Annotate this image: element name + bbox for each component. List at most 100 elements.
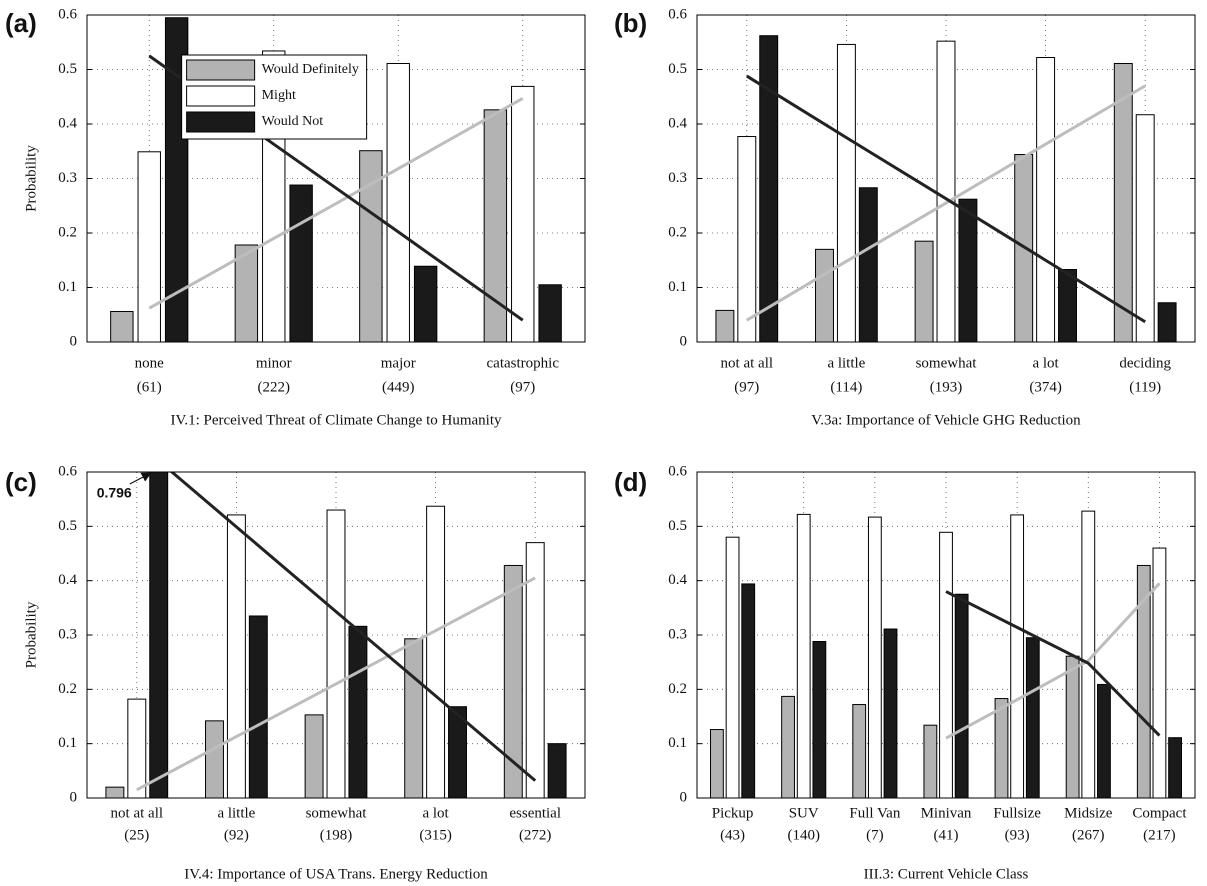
y-tick-label: 0.1 xyxy=(668,279,687,295)
bar xyxy=(127,698,147,798)
y-tick-label: 0.2 xyxy=(58,681,77,697)
bar xyxy=(386,63,410,342)
bar xyxy=(1058,269,1077,342)
plot-frame xyxy=(86,471,586,799)
bar xyxy=(1113,63,1133,342)
bar xyxy=(304,714,324,798)
bar xyxy=(836,43,856,342)
x-tick-label: a little xyxy=(217,805,255,821)
bar xyxy=(710,729,724,798)
x-tick-label: Compact xyxy=(1132,805,1187,821)
bar xyxy=(483,109,508,342)
x-axis-label: III.3: Current Vehicle Class xyxy=(864,866,1029,882)
sample-size-label: (25) xyxy=(124,827,149,843)
sample-size-label: (92) xyxy=(224,827,249,843)
legend-swatch xyxy=(186,59,256,81)
bar xyxy=(413,265,438,342)
sample-size-label: (272) xyxy=(519,827,552,843)
sample-size-label: (41) xyxy=(934,827,959,843)
sample-size-label: (267) xyxy=(1072,827,1105,843)
y-tick-label: 0 xyxy=(70,333,78,349)
annotation-arrow xyxy=(129,472,152,485)
bar xyxy=(359,150,383,342)
x-tick-label: somewhat xyxy=(306,805,368,821)
x-axis-label: IV.1: Perceived Threat of Climate Change… xyxy=(170,412,502,428)
x-tick-label: Minivan xyxy=(921,805,972,821)
bar xyxy=(1010,514,1025,798)
bar xyxy=(923,724,938,798)
value-label: 0.796 xyxy=(97,485,132,501)
y-tick-label: 0.5 xyxy=(668,61,687,77)
trend-line xyxy=(945,582,1161,740)
sample-size-label: (61) xyxy=(137,379,162,395)
bar xyxy=(538,284,562,342)
y-tick-label: 0.2 xyxy=(668,681,687,697)
plot-area xyxy=(105,472,567,798)
y-tick-label: 0.3 xyxy=(668,626,687,642)
plot-frame xyxy=(86,14,586,343)
bar xyxy=(852,704,867,798)
bar xyxy=(1065,655,1080,798)
bar xyxy=(205,720,224,798)
y-tick-label: 0.6 xyxy=(668,6,687,22)
panel: (c) Probability IV.4: Importance of USA Tr… xyxy=(5,463,586,882)
y-tick-label: 0.3 xyxy=(668,170,687,186)
sample-size-label: (198) xyxy=(320,827,353,843)
y-tick-label: 0.4 xyxy=(58,115,77,131)
sample-size-label: (7) xyxy=(866,827,884,843)
bar xyxy=(426,505,446,798)
trend-line xyxy=(746,84,1146,322)
legend-label: Would Definitely xyxy=(262,62,359,77)
y-tick-label: 0.6 xyxy=(58,6,77,22)
bar xyxy=(737,136,757,342)
sample-size-label: (315) xyxy=(419,827,452,843)
x-tick-label: deciding xyxy=(1119,355,1171,371)
plot-area xyxy=(710,510,1182,798)
bar xyxy=(137,151,161,342)
x-axis-label: IV.4: Importance of USA Trans. Energy Re… xyxy=(184,866,488,882)
x-tick-label: minor xyxy=(256,355,292,371)
y-tick-label: 0.4 xyxy=(668,572,687,588)
trend-line xyxy=(746,74,1146,324)
y-tick-label: 0.5 xyxy=(58,518,77,534)
panel-label: (a) xyxy=(5,8,37,38)
bar xyxy=(883,628,898,798)
sample-size-label: (217) xyxy=(1143,827,1176,843)
bar xyxy=(741,583,756,798)
plot-area xyxy=(110,17,562,342)
y-tick-label: 0.4 xyxy=(668,115,687,131)
bar xyxy=(1025,637,1040,798)
panel: (d) III.3: Current Vehicle Class 0 0.1 0.2 0.… xyxy=(614,463,1196,882)
sample-size-label: (140) xyxy=(787,827,820,843)
bar xyxy=(110,310,134,342)
x-axis-label: V.3a: Importance of Vehicle GHG Reductio… xyxy=(811,412,1081,428)
bar xyxy=(1036,57,1056,342)
x-tick-label: Pickup xyxy=(712,805,754,821)
x-tick-label: none xyxy=(135,355,165,371)
x-tick-label: major xyxy=(381,355,416,371)
bar xyxy=(1168,737,1182,798)
bar xyxy=(759,35,779,342)
sample-size-label: (43) xyxy=(720,827,745,843)
sample-size-label: (97) xyxy=(734,379,759,395)
bar xyxy=(1157,302,1177,342)
legend-swatch xyxy=(186,111,256,133)
bar xyxy=(725,536,740,798)
x-tick-label: not at all xyxy=(721,355,774,371)
x-tick-label: a lot xyxy=(422,805,449,821)
bar xyxy=(715,309,735,342)
bar xyxy=(248,615,268,798)
bar xyxy=(1097,683,1111,798)
panel: (b) V.3a: Importance of Vehicle GHG Reduc… xyxy=(614,6,1196,428)
bar xyxy=(914,240,934,342)
bar xyxy=(511,85,535,342)
trend-line xyxy=(136,576,536,792)
trend-line xyxy=(169,472,537,782)
legend: Would Definitely Might Would Not xyxy=(181,54,368,140)
sample-size-label: (193) xyxy=(930,379,963,395)
y-tick-label: 0.2 xyxy=(58,224,77,240)
x-tick-label: SUV xyxy=(789,805,819,821)
sample-size-label: (97) xyxy=(510,379,535,395)
legend-swatch xyxy=(186,85,256,107)
